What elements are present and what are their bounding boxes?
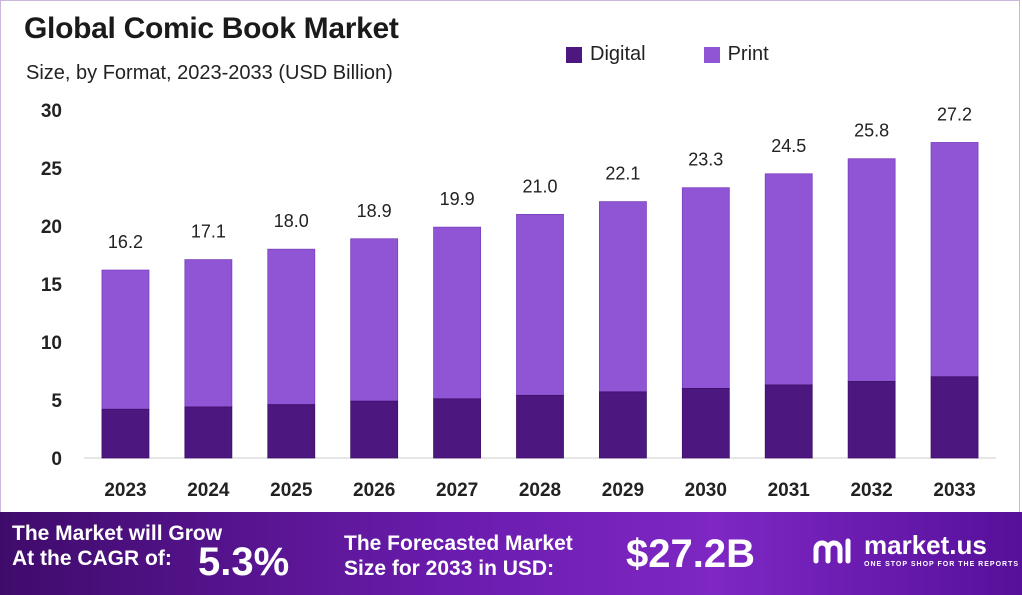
- bar-digital: [847, 381, 896, 459]
- data-label-total: 22.1: [605, 164, 640, 184]
- data-label-total: 16.2: [108, 232, 143, 252]
- forecast-caption-line1: The Forecasted Market: [344, 532, 573, 555]
- forecast-caption: The Forecasted Market Size for 2033 in U…: [344, 531, 573, 581]
- cagr-caption-line2: At the CAGR of:: [12, 547, 172, 570]
- brand-text: market.us ONE STOP SHOP FOR THE REPORTS: [864, 532, 1019, 568]
- bar-print: [101, 269, 150, 410]
- bar-print: [599, 201, 647, 393]
- x-tick-label: 2028: [519, 480, 561, 501]
- bar-digital: [764, 384, 813, 459]
- bar-digital: [930, 376, 979, 459]
- bar-print: [847, 158, 896, 382]
- legend-item-print: Print: [703, 43, 769, 66]
- brand-logo: market.us ONE STOP SHOP FOR THE REPORTS: [812, 532, 1019, 568]
- x-tick-label: 2031: [768, 480, 811, 501]
- legend-label-print: Print: [727, 43, 769, 65]
- data-label-total: 23.3: [688, 150, 723, 170]
- legend-label-digital: Digital: [590, 43, 646, 65]
- data-label-total: 18.0: [274, 211, 309, 231]
- x-tick-label: 2025: [270, 480, 313, 501]
- x-tick-label: 2029: [602, 480, 644, 501]
- data-label-total: 19.9: [440, 189, 475, 209]
- y-tick-label: 25: [41, 159, 63, 180]
- y-tick-label: 30: [41, 101, 62, 122]
- bar-digital: [681, 387, 730, 459]
- bar-digital: [184, 406, 233, 459]
- bar-print: [267, 248, 316, 406]
- bar-digital: [267, 404, 316, 459]
- x-tick-label: 2033: [933, 480, 975, 501]
- brand-tagline: ONE STOP SHOP FOR THE REPORTS: [864, 561, 1020, 568]
- legend-swatch-digital: [566, 46, 582, 63]
- bar-print: [930, 142, 979, 378]
- y-tick-label: 20: [41, 217, 62, 238]
- data-label-total: 18.9: [357, 201, 392, 221]
- cagr-caption: The Market will Grow At the CAGR of:: [12, 521, 222, 571]
- data-label-total: 17.1: [191, 222, 226, 242]
- summary-banner: The Market will Grow At the CAGR of: 5.3…: [0, 512, 1022, 595]
- y-tick-label: 15: [41, 275, 63, 296]
- data-label-total: 25.8: [854, 121, 889, 141]
- y-tick-label: 5: [51, 391, 62, 412]
- chart-subtitle: Size, by Format, 2023-2033 (USD Billion): [26, 62, 393, 84]
- bar-print: [184, 259, 233, 408]
- x-tick-label: 2032: [850, 480, 892, 501]
- y-tick-label: 10: [41, 333, 62, 354]
- brand-name: market.us: [864, 530, 987, 560]
- legend-swatch-print: [703, 46, 720, 63]
- legend-item-digital: Digital: [566, 43, 646, 66]
- chart-legend: Digital Print: [566, 43, 769, 66]
- bar-print: [433, 226, 481, 400]
- bar-print: [350, 238, 399, 402]
- data-label-total: 24.5: [771, 136, 806, 156]
- x-tick-label: 2023: [104, 480, 146, 501]
- forecast-value: $27.2B: [626, 532, 755, 576]
- cagr-value: 5.3%: [198, 540, 290, 584]
- chart-title: Global Comic Book Market: [24, 12, 399, 45]
- cagr-caption-line1: The Market will Grow: [12, 522, 223, 545]
- bar-digital: [350, 400, 399, 459]
- bar-print: [764, 173, 813, 386]
- data-label-total: 21.0: [522, 176, 557, 196]
- bar-print: [681, 187, 730, 389]
- chart-frame: [0, 0, 1020, 512]
- bar-digital: [433, 398, 481, 459]
- x-tick-label: 2027: [436, 480, 478, 501]
- bar-digital: [101, 408, 150, 459]
- market-us-logo-icon: [813, 538, 851, 564]
- forecast-caption-line2: Size for 2033 in USD:: [344, 557, 555, 580]
- bar-digital: [516, 394, 564, 459]
- x-tick-label: 2024: [187, 480, 230, 501]
- bar-digital: [599, 391, 647, 459]
- data-label-total: 27.2: [937, 104, 972, 124]
- bar-print: [516, 213, 564, 396]
- x-tick-label: 2026: [353, 480, 395, 501]
- x-tick-label: 2030: [685, 480, 727, 501]
- stacked-bar-chart: 05101520253016.2202317.1202418.0202518.9…: [41, 101, 996, 501]
- y-tick-label: 0: [51, 449, 62, 470]
